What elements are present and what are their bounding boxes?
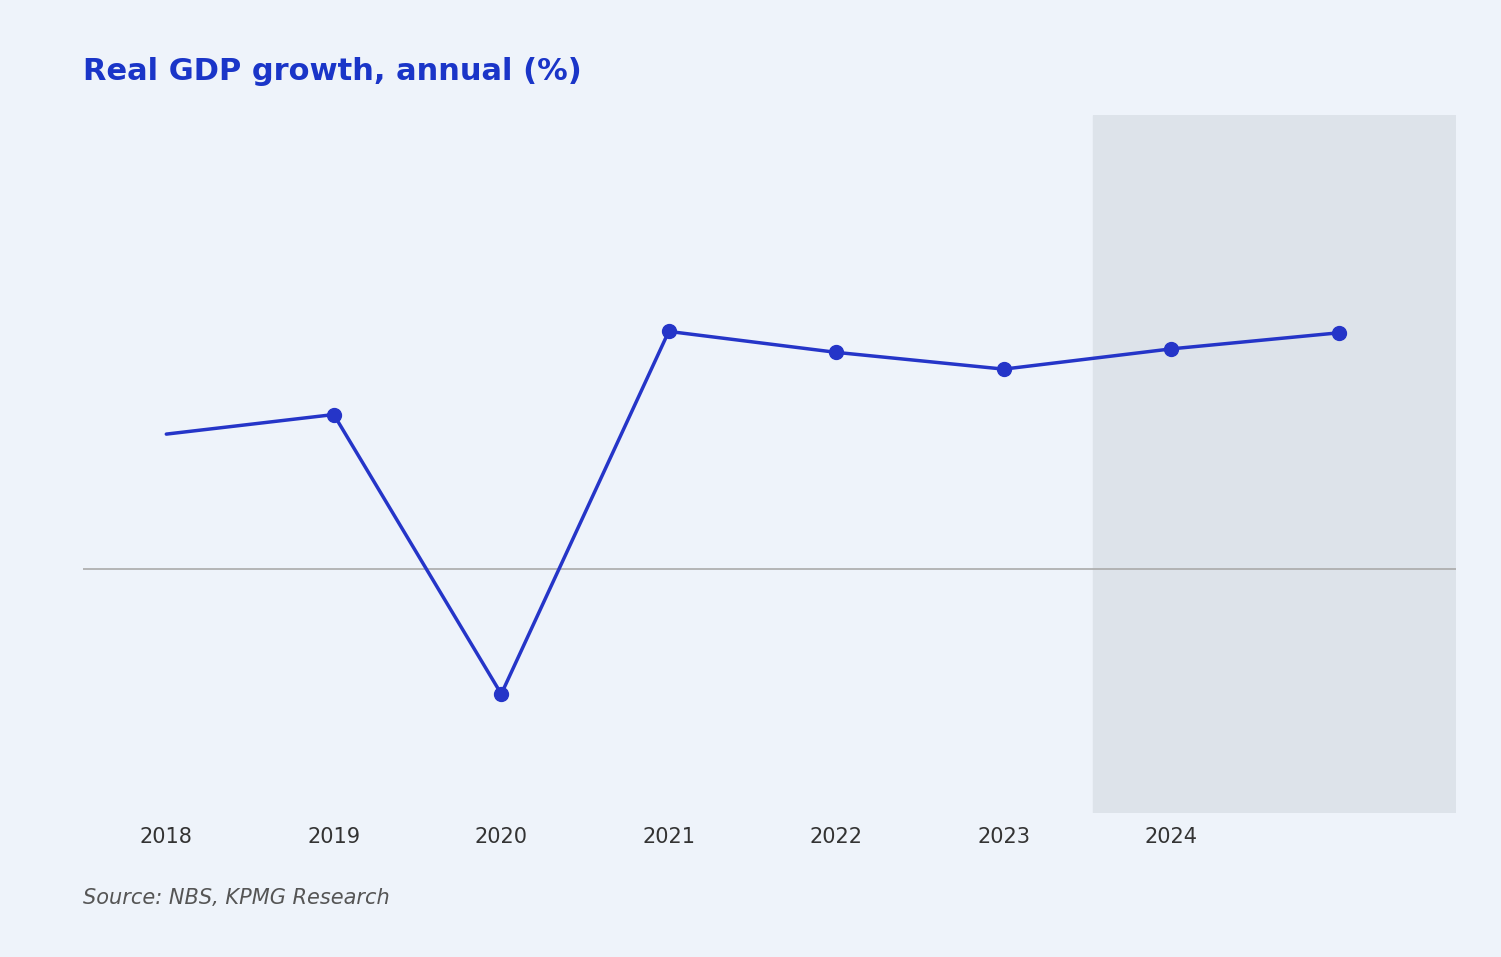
Text: Source: NBS, KPMG Research: Source: NBS, KPMG Research: [83, 888, 389, 908]
Bar: [1093, 115, 1456, 813]
Text: Real GDP growth, annual (%): Real GDP growth, annual (%): [83, 57, 581, 86]
